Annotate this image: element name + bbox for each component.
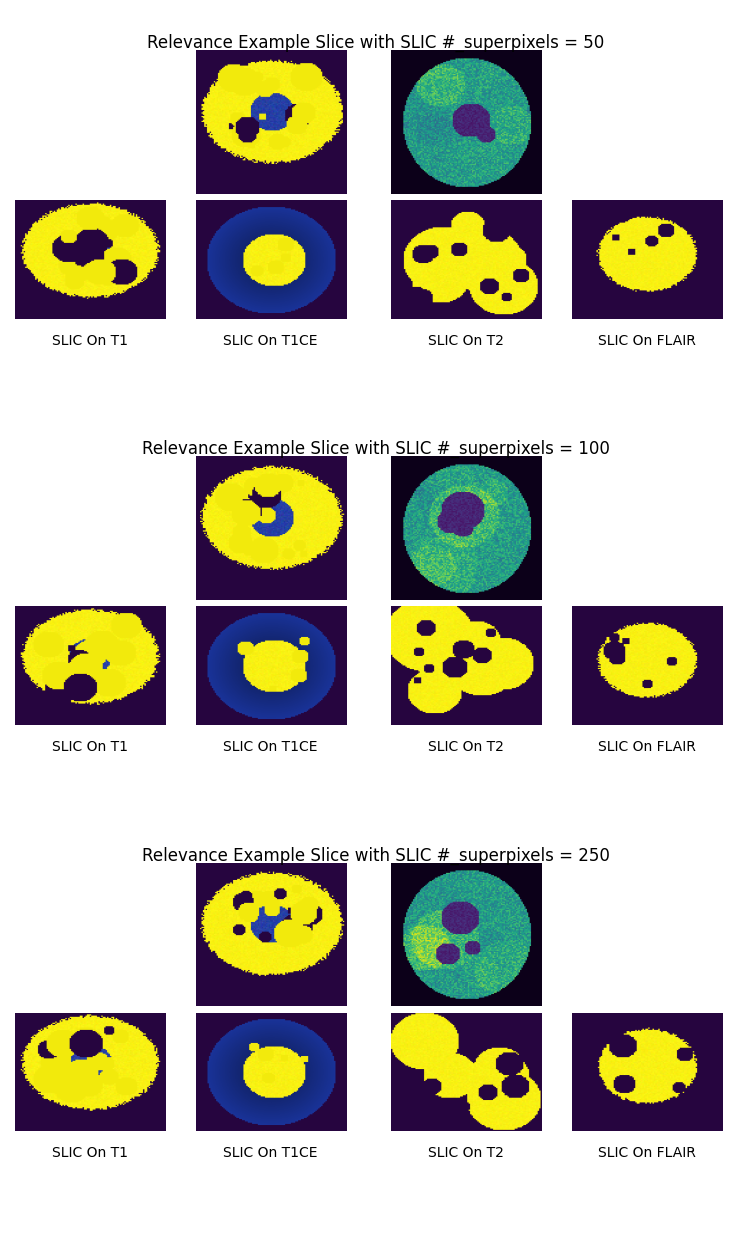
Text: SLIC On FLAIR: SLIC On FLAIR (598, 334, 696, 348)
Text: SLIC On T1CE: SLIC On T1CE (223, 334, 318, 348)
Text: SLIC On T2: SLIC On T2 (429, 740, 504, 754)
Text: SLIC On T2: SLIC On T2 (429, 1146, 504, 1160)
Text: SLIC On T1CE: SLIC On T1CE (223, 1146, 318, 1160)
Text: Relevance Example Slice with SLIC #_superpixels = 50: Relevance Example Slice with SLIC #_supe… (147, 34, 605, 52)
Text: SLIC On FLAIR: SLIC On FLAIR (598, 740, 696, 754)
Text: SLIC On T1CE: SLIC On T1CE (223, 740, 318, 754)
Text: SLIC On T1: SLIC On T1 (52, 1146, 129, 1160)
Text: SLIC On T1: SLIC On T1 (52, 334, 129, 348)
Text: Relevance Example Slice with SLIC #_superpixels = 250: Relevance Example Slice with SLIC #_supe… (142, 846, 610, 865)
Text: SLIC On T1: SLIC On T1 (52, 740, 129, 754)
Text: SLIC On T2: SLIC On T2 (429, 334, 504, 348)
Text: SLIC On FLAIR: SLIC On FLAIR (598, 1146, 696, 1160)
Text: Relevance Example Slice with SLIC #_superpixels = 100: Relevance Example Slice with SLIC #_supe… (142, 440, 610, 459)
